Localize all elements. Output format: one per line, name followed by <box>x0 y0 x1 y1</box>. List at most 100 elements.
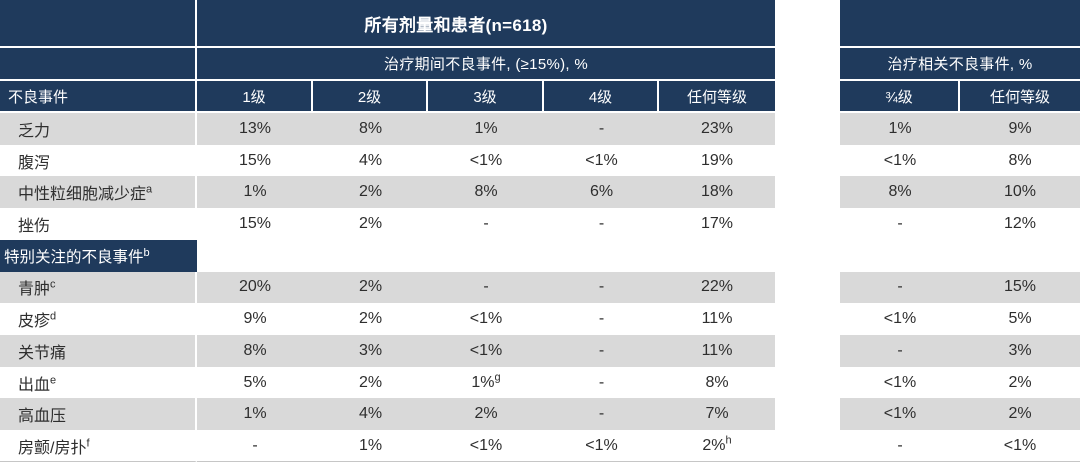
cell-text: 5% <box>1008 310 1032 328</box>
grade-column-header: 4级 <box>544 81 659 113</box>
cell-text: 5% <box>243 373 267 391</box>
grade-value-cell: - <box>544 335 659 367</box>
grade-value-cell: 23% <box>659 113 775 145</box>
cell-text: - <box>598 310 605 328</box>
related-value-cell: 9% <box>960 113 1080 145</box>
grade-value-cell: 2% <box>428 398 544 431</box>
cell-text: - <box>897 215 903 233</box>
related-value-cell: 5% <box>960 303 1080 335</box>
grade-value-cell: - <box>544 113 659 145</box>
cell-text: 8% <box>888 183 912 201</box>
grade-value-cell: 9% <box>197 303 313 335</box>
cell-text: 9% <box>243 310 267 328</box>
grade-value-cell: - <box>428 271 544 304</box>
cell-text: 2% <box>1008 373 1032 391</box>
cell-text: 1% <box>888 119 912 137</box>
gap-spacer <box>775 145 840 177</box>
grade-value-cell: 2% <box>313 303 428 335</box>
cell-text: - <box>598 215 605 233</box>
grade-value-cell: 8% <box>313 113 428 145</box>
grade-value-cell: - <box>428 208 544 240</box>
grade-value-cell: 8% <box>197 335 313 367</box>
cell-text: - <box>598 278 605 296</box>
period-group-header: 治疗期间不良事件, (≥15%), % <box>197 48 775 81</box>
related-value-cell: 15% <box>960 271 1080 304</box>
related-value-cell: <1% <box>960 430 1080 462</box>
cell-text: 18% <box>700 183 734 201</box>
related-group-header: 治疗相关不良事件, % <box>840 48 1080 81</box>
cell-text: 2% <box>358 183 383 201</box>
cell-text: <1% <box>469 341 503 359</box>
cell-text: 皮疹d <box>18 310 57 331</box>
cell-text: 3% <box>358 341 383 359</box>
cell-text: 1% <box>243 183 267 201</box>
cell-text: - <box>897 278 903 296</box>
gap-spacer <box>775 398 840 430</box>
cell-text: 1%g <box>471 371 501 391</box>
grade-value-cell: 1% <box>313 430 428 462</box>
related-value-cell: 2% <box>960 367 1080 399</box>
related-value-cell: 8% <box>960 145 1080 177</box>
cell-text: 8% <box>358 119 383 137</box>
cell-text: 22% <box>700 278 734 296</box>
table-title: 所有剂量和患者(n=618) <box>197 0 775 48</box>
cell-text: 房颤/房扑f <box>18 437 90 457</box>
related-value-cell: 12% <box>960 208 1080 240</box>
grade-value-cell: <1% <box>544 145 659 177</box>
cell-text: 乏力 <box>18 122 51 140</box>
row-header-label: 不良事件 <box>0 81 197 113</box>
related-value-cell: <1% <box>840 303 960 335</box>
cell-text: 2级 <box>357 88 382 106</box>
related-value-cell: 1% <box>840 113 960 145</box>
grade-value-cell: - <box>544 398 659 431</box>
grade-column-header: 3级 <box>428 81 544 113</box>
gap-spacer <box>775 335 840 367</box>
grade-value-cell: - <box>544 367 659 399</box>
grade-value-cell: <1% <box>428 430 544 462</box>
cell-text: <1% <box>883 373 917 391</box>
gap-spacer <box>775 303 840 335</box>
grade-value-cell: 4% <box>313 398 428 431</box>
related-value-cell: - <box>840 430 960 462</box>
event-name-cell: 关节痛 <box>0 335 197 367</box>
cell-text: 11% <box>701 341 733 359</box>
cell-text: 2% <box>1008 405 1032 423</box>
grade-value-cell: 19% <box>659 145 775 177</box>
grade-column-header: 2级 <box>313 81 428 113</box>
cell-text: 特别关注的不良事件b <box>4 246 150 266</box>
cell-text: 15% <box>1003 278 1037 296</box>
cell-text: 4% <box>358 151 383 169</box>
event-name-cell: 出血e <box>0 366 197 399</box>
cell-text: <1% <box>585 151 618 169</box>
cell-text: 高血压 <box>18 408 67 426</box>
header-corner-blank <box>0 0 197 48</box>
cell-text: 青肿c <box>18 279 56 299</box>
related-value-cell: - <box>840 271 960 304</box>
cell-text: 9% <box>1008 119 1032 137</box>
cell-text: 12% <box>1003 215 1037 233</box>
section-header-cell: 特别关注的不良事件b <box>0 239 197 272</box>
event-name-cell: 中性粒细胞减少症a <box>0 176 197 209</box>
related-header-blank <box>840 0 1080 48</box>
gap-spacer <box>775 208 840 240</box>
cell-text: - <box>598 341 605 359</box>
related-value-cell: <1% <box>840 367 960 399</box>
cell-text: <1% <box>883 405 917 423</box>
related-column-header: ¾级 <box>840 81 960 113</box>
cell-text: - <box>252 436 258 454</box>
cell-text: <1% <box>469 310 503 328</box>
event-name-cell: 腹泻 <box>0 144 197 177</box>
cell-text: <1% <box>585 436 618 454</box>
grade-value-cell: 13% <box>197 113 313 145</box>
cell-text: 1% <box>358 436 383 454</box>
related-value-cell: 10% <box>960 176 1080 209</box>
grade-value-cell: 8% <box>659 367 775 399</box>
grade-value-cell: 11% <box>659 335 775 367</box>
cell-text: 中性粒细胞减少症a <box>18 183 153 204</box>
grade-value-cell: 4% <box>313 145 428 177</box>
gap-spacer <box>775 176 840 208</box>
grade-value-cell: 1% <box>197 176 313 209</box>
event-name-cell: 房颤/房扑f <box>0 430 197 462</box>
grade-value-cell: 2% <box>313 271 428 304</box>
cell-text: 1级 <box>242 88 266 106</box>
